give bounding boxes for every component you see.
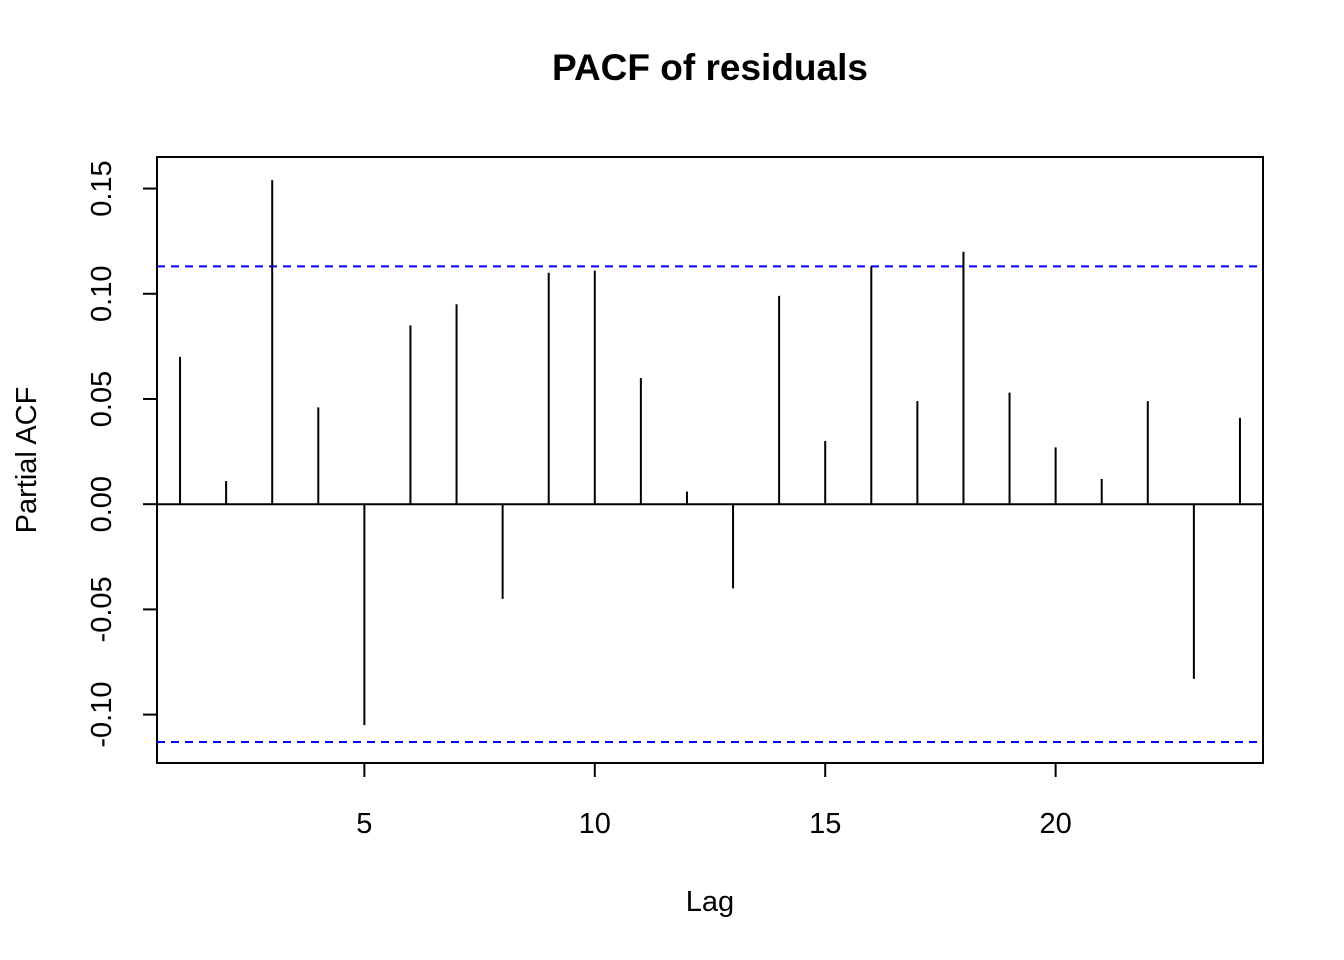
y-tick-label: -0.10 <box>86 682 118 748</box>
x-axis: 5 10 15 20 <box>356 762 1072 840</box>
x-tick-label: 20 <box>1039 808 1071 840</box>
x-tick-label: 15 <box>809 808 841 840</box>
x-tick-label: 10 <box>579 808 611 840</box>
pacf-spikes <box>179 180 1241 726</box>
x-tick-label: 5 <box>356 808 372 840</box>
y-axis-label: Partial ACF <box>11 387 43 534</box>
x-axis-label: Lag <box>686 886 734 918</box>
chart-title: PACF of residuals <box>552 47 868 88</box>
y-tick-label: -0.05 <box>86 576 118 642</box>
y-tick-label: 0.15 <box>86 160 118 216</box>
y-tick-label: 0.00 <box>86 476 118 532</box>
y-axis: -0.10 -0.05 0.00 0.05 0.10 0.15 <box>86 160 158 748</box>
plot-frame <box>156 156 1264 764</box>
y-tick-label: 0.10 <box>86 266 118 322</box>
y-tick-label: 0.05 <box>86 371 118 427</box>
